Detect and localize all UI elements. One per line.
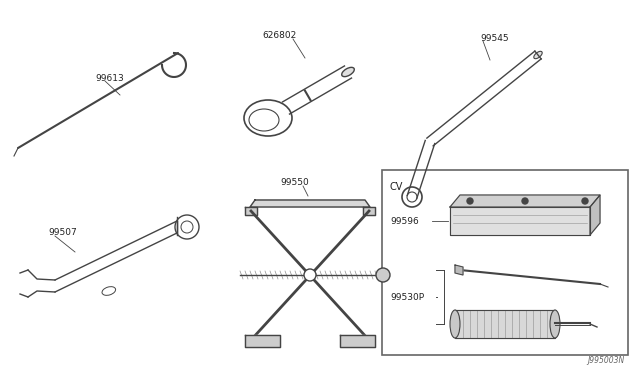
Ellipse shape <box>534 51 542 59</box>
Ellipse shape <box>550 310 560 338</box>
Polygon shape <box>450 195 600 207</box>
Polygon shape <box>340 335 375 347</box>
Text: CV: CV <box>390 182 403 192</box>
Text: 99507: 99507 <box>48 228 77 237</box>
Text: 99550: 99550 <box>280 177 309 186</box>
Polygon shape <box>455 310 555 338</box>
Ellipse shape <box>450 310 460 338</box>
Bar <box>382 170 628 355</box>
Polygon shape <box>250 200 370 207</box>
Polygon shape <box>450 207 590 235</box>
Text: 99596: 99596 <box>390 217 419 225</box>
Text: 99545: 99545 <box>480 33 509 42</box>
Polygon shape <box>455 265 463 275</box>
Polygon shape <box>590 195 600 235</box>
Circle shape <box>376 268 390 282</box>
Polygon shape <box>245 207 257 215</box>
Polygon shape <box>245 335 280 347</box>
Text: 99613: 99613 <box>95 74 124 83</box>
Circle shape <box>467 198 473 204</box>
Polygon shape <box>363 207 375 215</box>
Text: 626802: 626802 <box>263 31 297 39</box>
Circle shape <box>522 198 528 204</box>
Circle shape <box>304 269 316 281</box>
Text: 99530P: 99530P <box>390 292 424 301</box>
Ellipse shape <box>342 67 355 77</box>
Text: J995003N: J995003N <box>588 356 625 365</box>
Circle shape <box>582 198 588 204</box>
